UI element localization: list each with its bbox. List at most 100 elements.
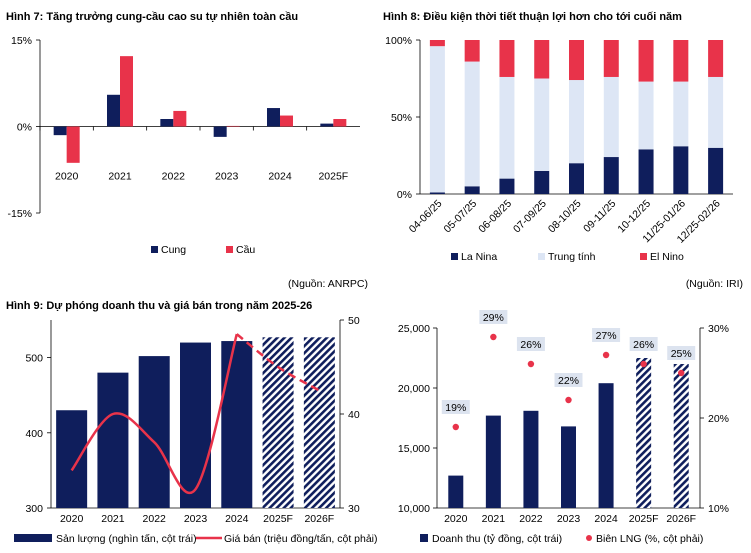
y-tick-label: 400 (25, 428, 43, 440)
bar-cung (320, 123, 334, 127)
legend-swatch-margin (586, 535, 592, 541)
bar-volume-forecast (303, 337, 335, 508)
x-tick-label: 2026F (666, 513, 696, 525)
y-tick-label: 100% (385, 35, 412, 47)
bar-elnino (534, 40, 550, 79)
legend-swatch-cung (151, 246, 158, 253)
margin-label-box (554, 373, 583, 387)
margin-label-box (441, 400, 470, 414)
y2-tick-label: 40 (348, 409, 360, 421)
bar-elnino (464, 40, 480, 62)
bar-revenue (485, 415, 501, 508)
bar-revenue (448, 475, 464, 508)
y2-tick-label: 50 (348, 315, 360, 327)
fig7-bars (53, 56, 347, 163)
y-tick-label: 15,000 (398, 443, 430, 455)
margin-label: 29% (483, 312, 504, 324)
x-tick-label: 2021 (108, 171, 132, 183)
margin-label: 22% (558, 375, 579, 387)
fig9-bars (56, 337, 335, 508)
x-tick-label: 2023 (215, 171, 239, 183)
bar-elnino (569, 40, 584, 81)
legend-label-elnino: El Nino (650, 251, 684, 263)
x-tick-label: 2020 (444, 513, 468, 525)
x-tick-label: 2021 (101, 513, 125, 525)
fig10-bars (448, 358, 689, 508)
bar-volume (221, 341, 253, 508)
fig8-bars (429, 40, 724, 194)
bar-lanina (603, 157, 619, 194)
margin-point (452, 423, 459, 431)
y-tick-label: 25,000 (398, 323, 430, 335)
bar-cung (213, 126, 227, 137)
fig9-title: Hình 9: Dự phóng doanh thu và giá bán tr… (6, 300, 312, 312)
margin-label-box (516, 337, 545, 351)
bar-volume (180, 342, 211, 508)
fig7-axes: 15% 0% -15% 2020 2021 2022 2023 2024 2025F (7, 35, 360, 220)
y2-tick-label: 10% (708, 503, 729, 515)
bar-lanina (534, 170, 550, 194)
bar-cung (107, 94, 120, 127)
bar-revenue (561, 426, 576, 508)
y-tick-label: 0% (17, 122, 32, 134)
legend-label-cau: Cầu (236, 244, 255, 256)
x-tick-label: 06-08/25 (476, 198, 514, 236)
bar-neutral (429, 46, 445, 193)
fig8-title: Hình 8: Điều kiện thời tiết thuận lợi hơ… (383, 11, 682, 23)
bar-lanina (708, 147, 724, 194)
x-tick-label: 2023 (184, 513, 208, 525)
margin-point (490, 333, 497, 341)
bar-revenue (523, 410, 539, 508)
legend-swatch-volume (14, 534, 52, 542)
fig7-title: Hình 7: Tăng trưởng cung-cầu cao su tự n… (6, 11, 298, 23)
bar-lanina (638, 149, 654, 194)
margin-label-box (667, 346, 696, 360)
margin-label-box (479, 310, 508, 324)
y-tick-label: 500 (25, 353, 43, 365)
bar-neutral (534, 78, 550, 171)
bar-neutral (569, 80, 584, 164)
fig9-legend: Sản lượng (nghìn tấn, cột trái) Giá bán … (14, 533, 378, 545)
bar-elnino (708, 40, 724, 77)
fig7-legend: Cung Cầu (151, 244, 255, 256)
margin-point (678, 369, 685, 377)
bar-cung (267, 108, 280, 127)
legend-label-price: Giá bán (triệu đồng/tấn, cột phải) (224, 533, 378, 545)
margin-point (565, 396, 572, 404)
y-tick-label: 15% (11, 35, 32, 47)
fig7-source: (Nguồn: ANRPC) (288, 278, 368, 290)
fig9-price-line (70, 333, 320, 494)
bar-elnino (673, 40, 689, 82)
x-tick-label: 05-07/25 (441, 198, 479, 236)
fig10-margin-points: 19% 29% 26% 22% 27% 26% 25% (441, 310, 696, 431)
y2-tick-label: 30 (348, 503, 360, 515)
bar-revenue (598, 383, 614, 508)
legend-swatch-cau (226, 246, 233, 253)
x-tick-label: 2022 (162, 171, 186, 183)
bar-elnino (638, 40, 654, 82)
bar-cau (173, 110, 187, 127)
fig8-legend: La Nina Trung tính El Nino (451, 251, 684, 263)
bar-elnino (499, 40, 515, 77)
y-tick-label: 20,000 (398, 383, 430, 395)
bar-cau (66, 126, 80, 163)
x-tick-label: 2023 (557, 513, 581, 525)
legend-swatch-lanina (451, 253, 458, 260)
bar-cau (280, 115, 293, 127)
bar-revenue-forecast (636, 358, 652, 508)
bar-lanina (673, 146, 689, 194)
margin-label: 26% (520, 339, 541, 351)
x-tick-label: 08-10/25 (546, 198, 584, 236)
y-tick-label: 0% (397, 189, 412, 201)
y2-tick-label: 30% (708, 323, 729, 335)
margin-label-box (629, 337, 658, 351)
x-tick-label: 2022 (519, 513, 543, 525)
legend-swatch-elnino (640, 253, 647, 260)
x-tick-label: 2025F (629, 513, 659, 525)
fig9-chart: Hình 9: Dự phóng doanh thu và giá bán tr… (6, 300, 378, 545)
fig10-axes: 25,000 20,000 15,000 10,000 30% 20% 10% 2020 202… (398, 323, 729, 525)
x-tick-label: 09-11/25 (581, 198, 618, 235)
bar-volume (97, 372, 129, 508)
y-tick-label: 10,000 (398, 503, 430, 515)
bar-cau (226, 125, 240, 127)
